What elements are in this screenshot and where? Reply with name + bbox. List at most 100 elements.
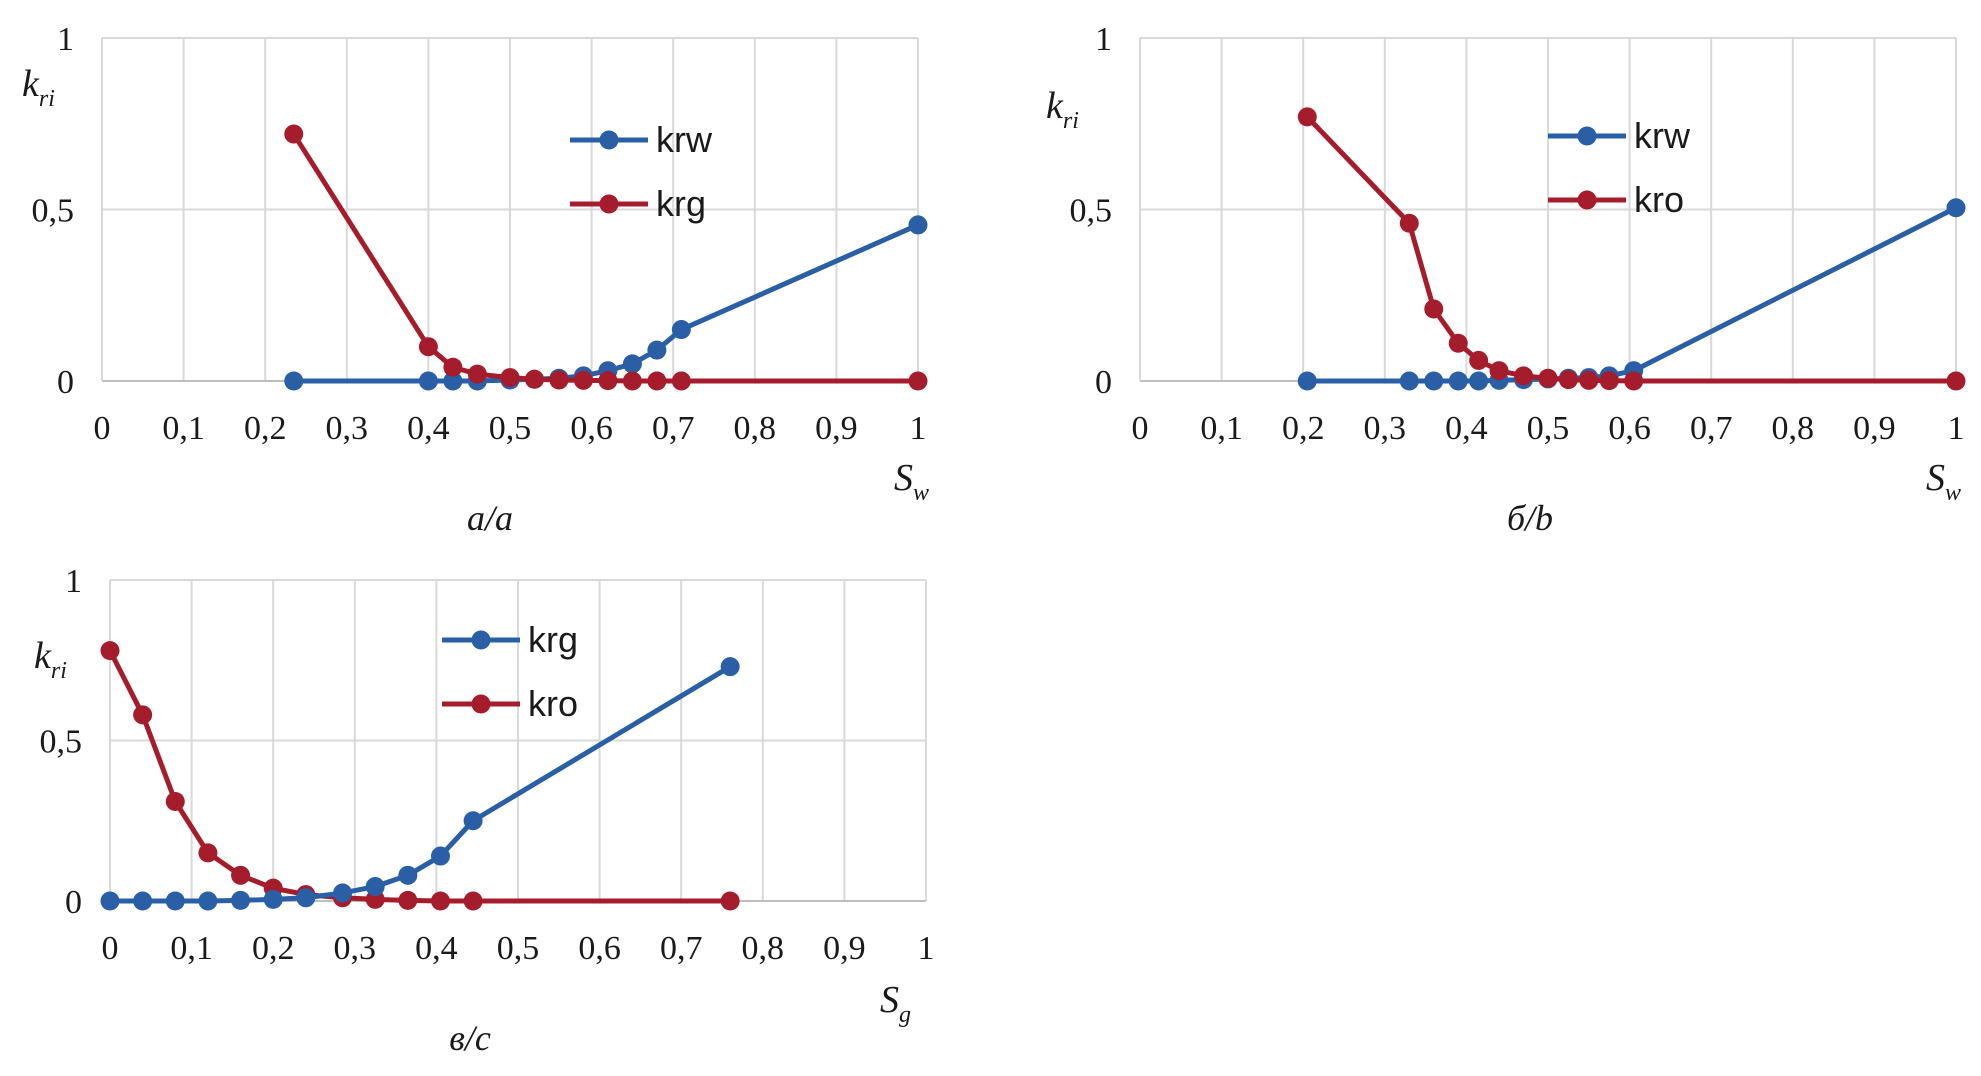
data-point-kro: [1946, 371, 1966, 391]
data-point-kro: [100, 641, 120, 661]
data-point-kro: [1448, 333, 1468, 353]
x-tick-label: 0,2: [244, 410, 287, 447]
data-point-krg: [500, 368, 520, 388]
series-line-krw: [293, 222, 920, 384]
x-tick-label: 0,7: [660, 930, 703, 967]
x-tick-label: 0,8: [1772, 410, 1815, 447]
y-tick-label: 1: [65, 563, 82, 600]
data-point-krw: [622, 354, 642, 374]
x-axis-title: Sw: [1926, 457, 1961, 506]
x-tick-label: 0,2: [1282, 410, 1325, 447]
data-point-krg: [549, 370, 569, 390]
x-tick-label: 1: [918, 930, 935, 967]
data-point-krg: [165, 891, 185, 911]
data-point-krw: [647, 340, 667, 360]
series-line-kro: [1305, 115, 1956, 384]
data-point-krg: [443, 357, 463, 377]
legend-item-krg: krg: [442, 619, 578, 660]
x-tick-label: 0,4: [1445, 410, 1488, 447]
x-tick-label: 0,9: [823, 930, 866, 967]
data-point-krg: [671, 371, 691, 391]
series-line-krg: [110, 664, 732, 904]
data-point-kro: [1599, 371, 1619, 391]
x-tick-label: 0,3: [334, 930, 377, 967]
y-tick-label: 0: [65, 884, 82, 921]
data-point-krg: [284, 124, 304, 144]
data-point-krw: [1297, 371, 1317, 391]
data-point-kro: [463, 891, 483, 911]
data-point-krw: [284, 371, 304, 391]
chart-panel-a: 0 0,1 0,2 0,3 0,4 0,5 0,6 0,7 0,8 0,9 100,51kriSwk…: [22, 21, 929, 538]
data-point-krw: [418, 371, 438, 391]
y-tick-label: 0: [1095, 364, 1112, 401]
data-point-krg: [198, 891, 218, 911]
data-point-krw: [1946, 198, 1966, 218]
data-point-kro: [398, 890, 418, 910]
data-point-krg: [263, 889, 283, 909]
series-line-krw: [1307, 205, 1958, 384]
legend-item-kro: kro: [1548, 179, 1684, 220]
chart-panel-b: 0 0,1 0,2 0,3 0,4 0,5 0,6 0,7 0,8 0,9 1 0 0,5 1 kri Sw k…: [1046, 21, 1966, 538]
data-point-krg: [365, 877, 385, 897]
legend-item-krw: krw: [570, 119, 713, 160]
data-point-krg: [573, 370, 593, 390]
x-tick-label: 0,8: [734, 410, 777, 447]
data-point-krw: [1424, 371, 1444, 391]
x-tick-label: 0,9: [815, 410, 858, 447]
legend-label: krw: [656, 119, 713, 160]
data-point-kro: [1538, 368, 1558, 388]
x-tick-label: 1: [1948, 410, 1965, 447]
legend-label: kro: [528, 683, 578, 724]
data-point-kro: [1579, 370, 1599, 390]
legend-swatch-marker: [1577, 126, 1597, 146]
data-point-kro: [1489, 361, 1509, 381]
x-tick-label: 0,5: [1527, 410, 1570, 447]
x-tick-label: 0,5: [497, 930, 540, 967]
series-line-krg: [291, 132, 918, 384]
legend-label: krg: [656, 183, 706, 224]
series-line-kro: [107, 649, 731, 904]
data-point-kro: [1469, 350, 1489, 370]
data-point-krg: [231, 890, 251, 910]
legend-label: krg: [528, 619, 578, 660]
x-axis-title: Sg: [880, 979, 911, 1028]
x-tick-label: 0,7: [652, 410, 695, 447]
x-tick-label: 0: [1132, 410, 1149, 447]
x-tick-label: 0,3: [1364, 410, 1407, 447]
y-tick-label: 0,5: [40, 724, 83, 761]
data-point-krw: [1469, 371, 1489, 391]
x-tick-label: 0,9: [1853, 410, 1896, 447]
y-tick-label: 0: [57, 364, 74, 401]
y-tick-label: 1: [57, 21, 74, 58]
data-point-kro: [720, 891, 740, 911]
legend-label: kro: [1634, 179, 1684, 220]
panel-caption: б/b: [1507, 498, 1553, 538]
data-point-krw: [908, 215, 928, 235]
x-tick-label: 0,6: [570, 410, 613, 447]
x-tick-label: 0,3: [326, 410, 369, 447]
x-tick-label: 0,5: [489, 410, 532, 447]
data-point-kro: [165, 791, 185, 811]
data-point-krg: [296, 888, 316, 908]
legend-swatch-marker: [471, 694, 491, 714]
y-axis-title: kri: [22, 63, 55, 112]
data-point-krg: [598, 371, 618, 391]
data-point-krg: [622, 371, 642, 391]
x-axis-title: Sw: [894, 457, 929, 506]
chart-panel-c: 0 0,1 0,2 0,3 0,4 0,5 0,6 0,7 0,8 0,9 1 0 0,5 1 kri Sg k…: [34, 563, 935, 1058]
data-point-krw: [1448, 371, 1468, 391]
panel-caption: в/c: [449, 1018, 491, 1058]
data-point-kro: [198, 843, 218, 863]
panel-caption: a/a: [467, 498, 513, 538]
data-point-kro: [1424, 299, 1444, 319]
data-point-krw: [443, 371, 463, 391]
data-point-krg: [333, 883, 353, 903]
legend-swatch-marker: [1577, 190, 1597, 210]
legend-item-kro: kro: [442, 683, 578, 724]
x-tick-label: 0: [94, 410, 111, 447]
data-point-kro: [1514, 366, 1534, 386]
x-tick-label: 1: [910, 410, 927, 447]
y-tick-label: 1: [1095, 21, 1112, 58]
data-point-krg: [398, 865, 418, 885]
